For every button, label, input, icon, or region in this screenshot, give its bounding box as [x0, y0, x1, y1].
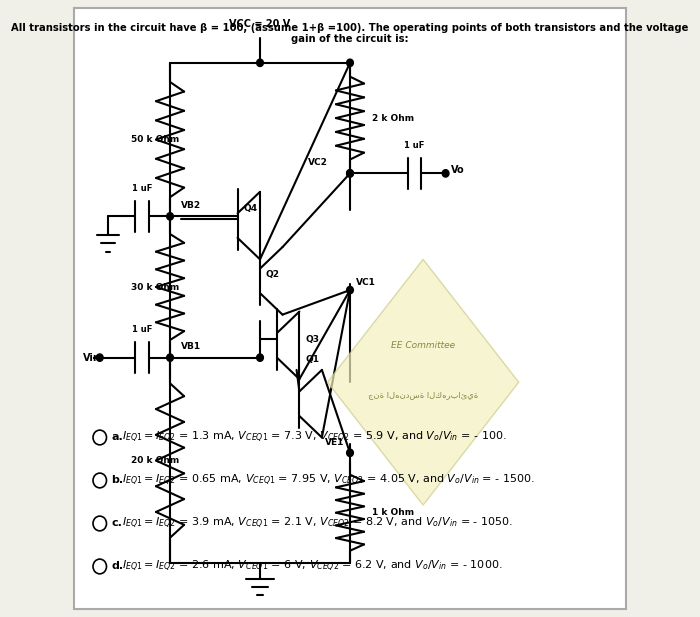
Circle shape: [346, 170, 354, 177]
Circle shape: [167, 354, 174, 362]
Text: Q1: Q1: [305, 355, 319, 364]
Text: $I_{EQ1} = I_{EQ2}$ = 3.9 mA, $V_{CEQ1}$ = 2.1 V, $V_{CEQ2}$ = 8.2 V, and $V_o/V: $I_{EQ1} = I_{EQ2}$ = 3.9 mA, $V_{CEQ1}$…: [122, 516, 513, 531]
Text: VB2: VB2: [181, 201, 202, 210]
Text: 50 k Ohm: 50 k Ohm: [131, 135, 179, 144]
Text: $I_{EQ1} = I_{EQ2}$ = 2.6 mA, $V_{CEQ1}$ = 6 V, $V_{CEQ2}$ = 6.2 V, and $V_o/V_{: $I_{EQ1} = I_{EQ2}$ = 2.6 mA, $V_{CEQ1}$…: [122, 559, 503, 574]
Text: Q4: Q4: [243, 204, 258, 213]
Text: Vo: Vo: [452, 165, 465, 175]
Circle shape: [257, 59, 263, 67]
Text: d.: d.: [111, 561, 123, 571]
Text: All transistors in the circuit have β = 100, (assume 1+β =100). The operating po: All transistors in the circuit have β = …: [11, 23, 689, 44]
Circle shape: [346, 59, 354, 67]
Text: Q3: Q3: [305, 334, 319, 344]
Text: VE1: VE1: [325, 437, 344, 447]
Circle shape: [97, 354, 103, 362]
Text: VC1: VC1: [356, 278, 375, 287]
Text: a.: a.: [111, 433, 122, 442]
Text: 2 k Ohm: 2 k Ohm: [372, 114, 414, 123]
Circle shape: [442, 170, 449, 177]
Text: 20 k Ohm: 20 k Ohm: [131, 456, 179, 465]
Text: 1 uF: 1 uF: [132, 325, 152, 334]
Text: VB1: VB1: [181, 342, 202, 352]
Text: VC2: VC2: [307, 158, 328, 167]
Text: $I_{EQ1} = I_{EQ2}$ = 0.65 mA, $V_{CEQ1}$ = 7.95 V, $V_{CEQ2}$ = 4.05 V, and $V_: $I_{EQ1} = I_{EQ2}$ = 0.65 mA, $V_{CEQ1}…: [122, 473, 536, 488]
Text: EE Committee: EE Committee: [391, 341, 455, 350]
Circle shape: [346, 449, 354, 457]
Text: 1 uF: 1 uF: [405, 141, 425, 150]
Text: 1 uF: 1 uF: [132, 184, 152, 193]
Polygon shape: [328, 259, 519, 505]
Text: b.: b.: [111, 476, 123, 486]
Text: c.: c.: [111, 518, 122, 529]
Text: $I_{EQ1} = I_{EQ2}$ = 1.3 mA, $V_{CEQ1}$ = 7.3 V, $V_{CEQ2}$ = 5.9 V, and $V_o/V: $I_{EQ1} = I_{EQ2}$ = 1.3 mA, $V_{CEQ1}$…: [122, 430, 507, 445]
Circle shape: [257, 354, 263, 362]
Text: 30 k Ohm: 30 k Ohm: [131, 283, 179, 291]
Circle shape: [346, 286, 354, 294]
Text: Q2: Q2: [265, 270, 279, 280]
Circle shape: [167, 213, 174, 220]
Text: VCC = 20 V: VCC = 20 V: [230, 19, 290, 29]
FancyBboxPatch shape: [74, 7, 626, 610]
Circle shape: [346, 170, 354, 177]
Text: 1 k Ohm: 1 k Ohm: [372, 508, 414, 517]
Text: Vin: Vin: [83, 353, 101, 363]
Text: جنة الهندسة الكهربائية: جنة الهندسة الكهربائية: [368, 390, 478, 399]
